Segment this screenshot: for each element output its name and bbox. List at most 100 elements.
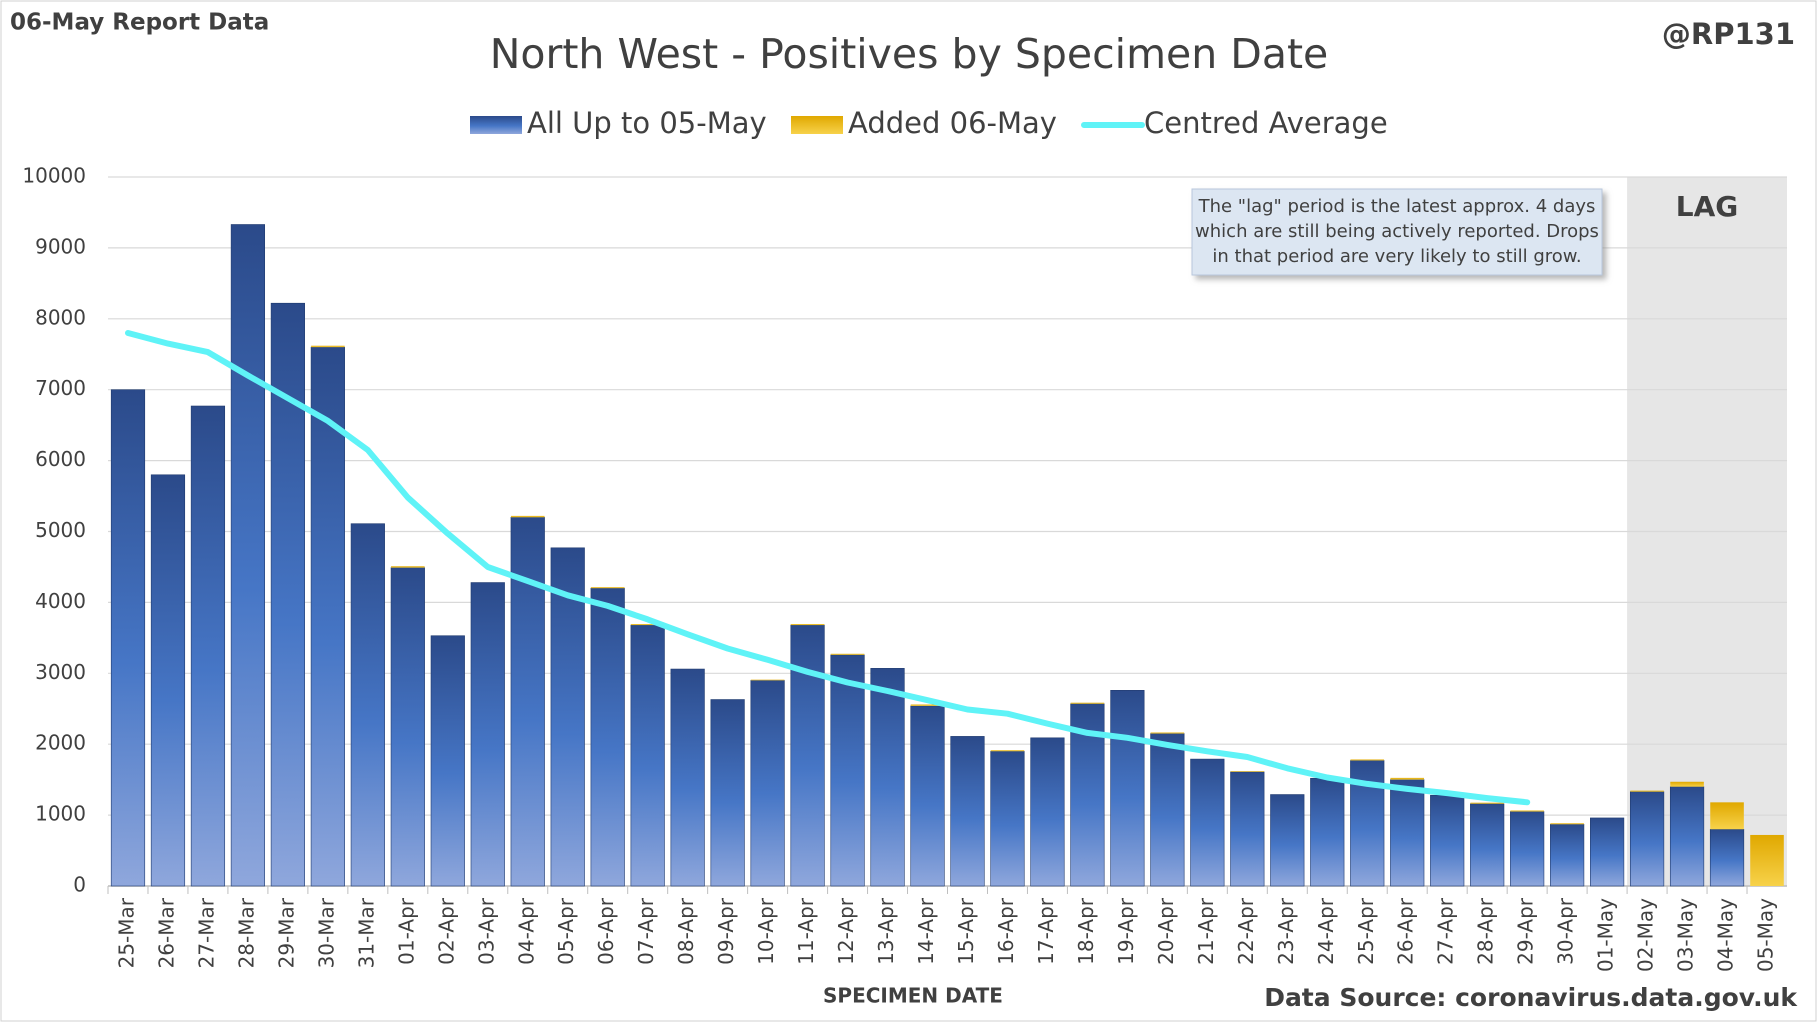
x-tick-label: 02-May xyxy=(1634,898,1658,972)
legend-label: Centred Average xyxy=(1144,106,1388,140)
legend-label: Added 06-May xyxy=(848,106,1057,140)
source: Data Source: coronavirus.data.gov.uk xyxy=(1264,983,1798,1012)
bar-added xyxy=(1550,823,1584,825)
bar-base xyxy=(670,668,705,887)
y-tick-label: 1000 xyxy=(35,802,86,826)
bar-added xyxy=(311,345,345,348)
bar-base xyxy=(1430,794,1465,887)
bar-added xyxy=(1390,777,1425,780)
bar-base xyxy=(1110,690,1145,887)
bar-added xyxy=(910,704,945,706)
bar-base xyxy=(870,668,905,887)
x-tick-label: 28-Mar xyxy=(234,897,258,968)
x-tick-label: 30-Mar xyxy=(314,897,338,968)
annotation-text: which are still being actively reported.… xyxy=(1195,221,1599,242)
bar-added xyxy=(1230,771,1265,772)
legend-swatch xyxy=(791,116,843,134)
bar-base xyxy=(910,705,945,887)
x-tick-label: 20-Apr xyxy=(1154,897,1178,965)
x-tick-label: 22-Apr xyxy=(1234,897,1258,965)
bar-base xyxy=(1230,771,1265,887)
bar-base xyxy=(1150,733,1185,887)
bar-base xyxy=(470,582,505,887)
legend: All Up to 05-May Added 06-May Centred Aver… xyxy=(470,106,1388,140)
bar-base xyxy=(510,517,545,887)
y-tick-label: 2000 xyxy=(35,731,86,755)
author: @RP131 xyxy=(1662,17,1795,51)
bar-added xyxy=(590,587,625,589)
x-tick-label: 18-Apr xyxy=(1074,897,1098,965)
bar-base xyxy=(1390,779,1425,887)
x-tick-label: 28-Apr xyxy=(1474,897,1498,965)
bar-base xyxy=(110,389,146,887)
bar-base xyxy=(950,736,985,887)
bar-added xyxy=(1070,702,1105,704)
bar-added xyxy=(1630,790,1664,792)
x-tick-label: 08-Apr xyxy=(674,897,698,965)
bar-added xyxy=(1710,802,1744,830)
x-tick-label: 31-Mar xyxy=(354,897,378,968)
x-tick-label: 26-Apr xyxy=(1394,897,1418,965)
x-tick-label: 01-May xyxy=(1594,898,1618,972)
x-tick-label: 07-Apr xyxy=(634,897,658,965)
legend-swatch xyxy=(470,116,522,134)
y-tick-label: 10000 xyxy=(22,164,86,188)
bar-base xyxy=(1510,811,1545,887)
x-tick-label: 03-May xyxy=(1674,898,1698,972)
bar-base xyxy=(350,523,385,887)
bar-added xyxy=(790,624,825,626)
x-tick-label: 04-May xyxy=(1714,898,1738,972)
x-tick-label: 06-Apr xyxy=(594,897,618,965)
report-label: 06-May Report Data xyxy=(10,10,269,36)
bar-base xyxy=(790,624,825,887)
average-line xyxy=(125,330,1531,806)
x-tick-label: 19-Apr xyxy=(1114,897,1138,965)
bar-added xyxy=(1150,732,1185,734)
bar-base xyxy=(1590,817,1625,887)
x-tick-label: 05-May xyxy=(1754,898,1778,972)
y-tick-label: 7000 xyxy=(35,376,86,400)
x-tick-label: 14-Apr xyxy=(914,897,938,965)
bar-added xyxy=(1470,802,1504,804)
bar-base xyxy=(1470,803,1505,887)
x-tick-label: 23-Apr xyxy=(1274,897,1298,965)
x-tick-label: 11-Apr xyxy=(794,897,818,965)
x-tick-label: 09-Apr xyxy=(714,897,738,965)
bar-base xyxy=(750,680,785,887)
bar-base xyxy=(390,567,425,887)
bar-base xyxy=(150,474,186,887)
y-tick-label: 4000 xyxy=(35,589,86,613)
bar-base xyxy=(1310,777,1345,887)
y-tick-label: 6000 xyxy=(35,447,86,471)
x-tick-label: 15-Apr xyxy=(954,897,978,965)
x-tick-label: 16-Apr xyxy=(994,897,1018,965)
annotation-box xyxy=(1191,188,1603,276)
lag-label: LAG xyxy=(1676,190,1739,223)
bar-base xyxy=(630,624,665,887)
x-tick-label: 27-Apr xyxy=(1434,897,1458,965)
bar-added xyxy=(750,679,785,681)
chart-title: North West - Positives by Specimen Date xyxy=(490,30,1329,78)
bar-added xyxy=(630,624,665,626)
bar-base xyxy=(590,587,625,887)
bar-added xyxy=(510,515,545,518)
bar-added xyxy=(391,566,425,568)
bar-base xyxy=(310,346,345,887)
x-tick-label: 24-Apr xyxy=(1314,897,1338,965)
bar-base xyxy=(190,405,226,887)
bar-base xyxy=(1550,824,1585,887)
bar-added xyxy=(1350,759,1385,761)
x-tick-label: 29-Mar xyxy=(274,897,298,968)
bar-base xyxy=(1629,791,1665,887)
x-tick-label: 27-Mar xyxy=(194,897,218,968)
x-tick-label: 02-Apr xyxy=(434,897,458,965)
bar-added xyxy=(1510,810,1544,812)
bar-base xyxy=(1030,737,1065,887)
x-tick-label: 05-Apr xyxy=(554,897,578,965)
y-tick-label: 9000 xyxy=(35,234,86,258)
x-tick-label: 26-Mar xyxy=(154,897,178,968)
y-tick-label: 8000 xyxy=(35,305,86,329)
legend-label: All Up to 05-May xyxy=(527,106,767,140)
